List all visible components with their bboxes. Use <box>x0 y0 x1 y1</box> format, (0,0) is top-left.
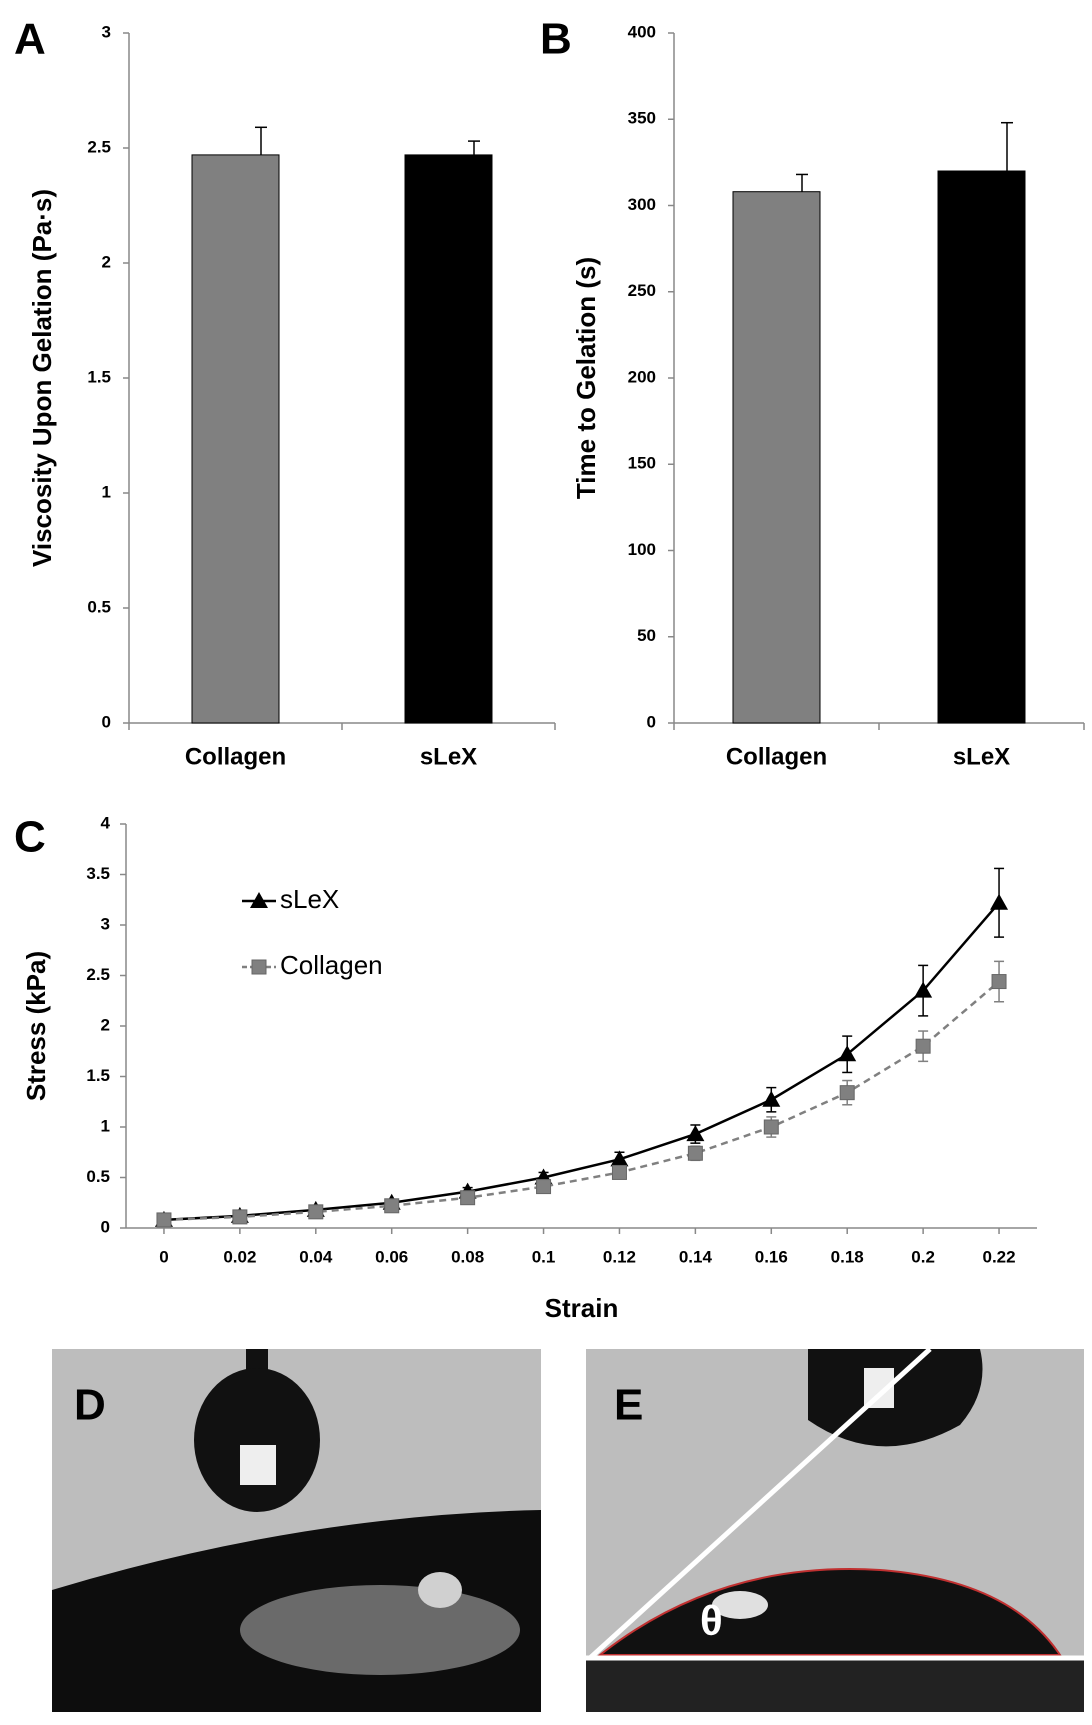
y-tick-label: 1 <box>102 482 111 501</box>
legend-marker <box>250 892 268 908</box>
series-line <box>163 980 1000 1222</box>
substrate-highlight <box>418 1572 462 1608</box>
droplet-reflection <box>240 1445 276 1485</box>
angle-symbol: θ <box>700 1597 723 1644</box>
x-tick-label: 0.18 <box>831 1247 864 1266</box>
marker <box>232 1209 248 1225</box>
x-tick-label: 0.02 <box>223 1247 256 1266</box>
y-tick-label: 0 <box>101 1217 110 1236</box>
y-tick-label: 2.5 <box>87 137 111 156</box>
y-tick-label: 0.5 <box>86 1167 110 1186</box>
marker <box>687 1145 703 1161</box>
x-tick-label: 0.16 <box>755 1247 788 1266</box>
x-tick-label: Collagen <box>185 743 286 770</box>
legend-label: Collagen <box>280 950 383 980</box>
y-tick-label: 4 <box>101 813 111 832</box>
y-tick-label: 300 <box>628 195 656 214</box>
sessile-drop <box>597 1568 1062 1656</box>
substrate <box>586 1660 1084 1712</box>
x-tick-label: sLeX <box>420 743 477 770</box>
x-tick-label: 0 <box>159 1247 168 1266</box>
x-tick-label: Collagen <box>726 743 827 770</box>
marker <box>156 1212 172 1228</box>
droplet <box>194 1368 320 1512</box>
y-tick-label: 250 <box>628 281 656 300</box>
x-tick-label: 0.06 <box>375 1247 408 1266</box>
x-axis-label: Strain <box>545 1293 619 1323</box>
x-tick-label: 0.04 <box>299 1247 333 1266</box>
x-tick-label: sLeX <box>953 743 1010 770</box>
y-tick-label: 200 <box>628 367 656 386</box>
y-tick-label: 350 <box>628 109 656 128</box>
y-tick-label: 1.5 <box>86 1066 110 1085</box>
y-tick-label: 0 <box>647 712 656 731</box>
y-tick-label: 2 <box>101 1015 110 1034</box>
marker <box>460 1190 476 1206</box>
marker <box>308 1204 324 1220</box>
y-axis-label: Viscosity Upon Gelation (Pa·s) <box>27 189 57 567</box>
photo-e: E θ <box>586 1347 1084 1712</box>
substrate-texture <box>240 1585 520 1675</box>
marker <box>763 1119 779 1135</box>
bar <box>191 154 280 724</box>
y-tick-label: 3.5 <box>86 864 110 883</box>
y-tick-label: 0 <box>102 712 111 731</box>
panel-label: C <box>14 813 46 862</box>
marker <box>384 1198 400 1214</box>
marker <box>686 1125 705 1142</box>
marker <box>536 1179 552 1195</box>
bar <box>937 170 1026 724</box>
x-tick-label: 0.2 <box>911 1247 935 1266</box>
y-axis-label: Time to Gelation (s) <box>571 257 601 499</box>
tangent-line <box>588 1347 932 1660</box>
y-tick-label: 150 <box>628 454 656 473</box>
panel-label: A <box>14 15 46 64</box>
marker <box>611 1164 627 1180</box>
bar <box>404 154 493 724</box>
x-tick-label: 0.14 <box>679 1247 713 1266</box>
marker <box>762 1090 781 1107</box>
drop-highlight <box>712 1591 768 1619</box>
x-tick-label: 0.1 <box>532 1247 556 1266</box>
y-tick-label: 0.5 <box>87 597 111 616</box>
panel-label: D <box>74 1381 106 1430</box>
x-tick-label: 0.12 <box>603 1247 636 1266</box>
y-tick-label: 1 <box>101 1116 110 1135</box>
marker <box>914 981 933 998</box>
photo-d: D <box>52 1349 541 1712</box>
x-tick-label: 0.08 <box>451 1247 484 1266</box>
legend-marker <box>251 959 267 975</box>
y-tick-label: 3 <box>101 914 110 933</box>
marker <box>838 1045 857 1062</box>
y-tick-label: 3 <box>102 22 111 41</box>
panel-label: B <box>540 15 572 64</box>
y-tick-label: 400 <box>628 22 656 41</box>
marker <box>990 893 1009 910</box>
marker <box>991 974 1007 990</box>
y-tick-label: 1.5 <box>87 367 111 386</box>
marker <box>839 1085 855 1101</box>
marker <box>915 1038 931 1054</box>
y-tick-label: 2.5 <box>86 965 110 984</box>
legend-label: sLeX <box>280 884 339 914</box>
y-tick-label: 100 <box>628 540 656 559</box>
bar <box>732 191 821 724</box>
marker <box>610 1150 629 1167</box>
y-tick-label: 2 <box>102 252 111 271</box>
series-line <box>163 901 1000 1222</box>
y-axis-label: Stress (kPa) <box>21 951 51 1101</box>
x-tick-label: 0.22 <box>982 1247 1015 1266</box>
panel-label: E <box>614 1381 643 1430</box>
y-tick-label: 50 <box>637 626 656 645</box>
